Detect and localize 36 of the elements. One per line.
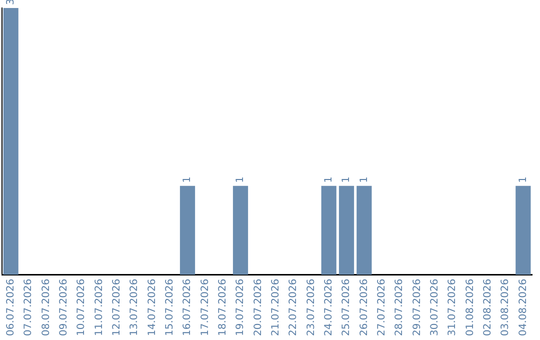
x-tick-label: 15.07.2026 xyxy=(164,278,176,336)
x-tick-label: 23.07.2026 xyxy=(306,278,317,336)
x-tick-label: 04.08.2026 xyxy=(518,278,529,336)
x-tick-label: 20.07.2026 xyxy=(252,278,264,336)
x-tick-label: 01.08.2026 xyxy=(464,278,476,336)
data-label: 1 xyxy=(341,176,352,183)
x-tick-label: 17.07.2026 xyxy=(200,278,211,336)
x-tick-label: 31.07.2026 xyxy=(447,278,458,336)
x-tick-label: 25.07.2026 xyxy=(341,278,352,336)
x-tick-label: 09.07.2026 xyxy=(58,278,70,336)
x-tick-label: 14.07.2026 xyxy=(146,278,158,336)
x-tick-label: 21.07.2026 xyxy=(270,278,282,336)
data-label: 1 xyxy=(518,176,529,183)
x-tick-label: 10.07.2026 xyxy=(76,278,88,336)
x-tick-label: 18.07.2026 xyxy=(217,278,228,336)
x-tick-label: 03.08.2026 xyxy=(500,278,512,336)
x-tick-label: 08.07.2026 xyxy=(40,278,52,336)
x-tick-label: 16.07.2026 xyxy=(182,278,194,336)
x-tick-label: 02.08.2026 xyxy=(482,278,494,336)
data-label: 1 xyxy=(235,176,246,183)
data-label: 1 xyxy=(358,176,370,183)
x-tick-label: 13.07.2026 xyxy=(129,278,140,336)
x-tick-label: 06.07.2026 xyxy=(5,278,16,336)
x-tick-label: 29.07.2026 xyxy=(412,278,423,336)
x-tick-label: 26.07.2026 xyxy=(358,278,370,336)
data-label: 1 xyxy=(182,176,194,183)
x-tick-label: 30.07.2026 xyxy=(429,278,440,336)
x-tick-label: 22.07.2026 xyxy=(288,278,300,336)
x-tick-label: 19.07.2026 xyxy=(235,278,246,336)
x-tick-label: 24.07.2026 xyxy=(323,278,334,336)
x-tick-label: 27.07.2026 xyxy=(376,278,388,336)
x-tick-label: 07.07.2026 xyxy=(23,278,34,336)
x-tick-label: 28.07.2026 xyxy=(394,278,406,336)
x-tick-label: 12.07.2026 xyxy=(111,278,122,336)
x-tick-label: 11.07.2026 xyxy=(94,278,105,336)
data-label: 1 xyxy=(323,176,334,183)
